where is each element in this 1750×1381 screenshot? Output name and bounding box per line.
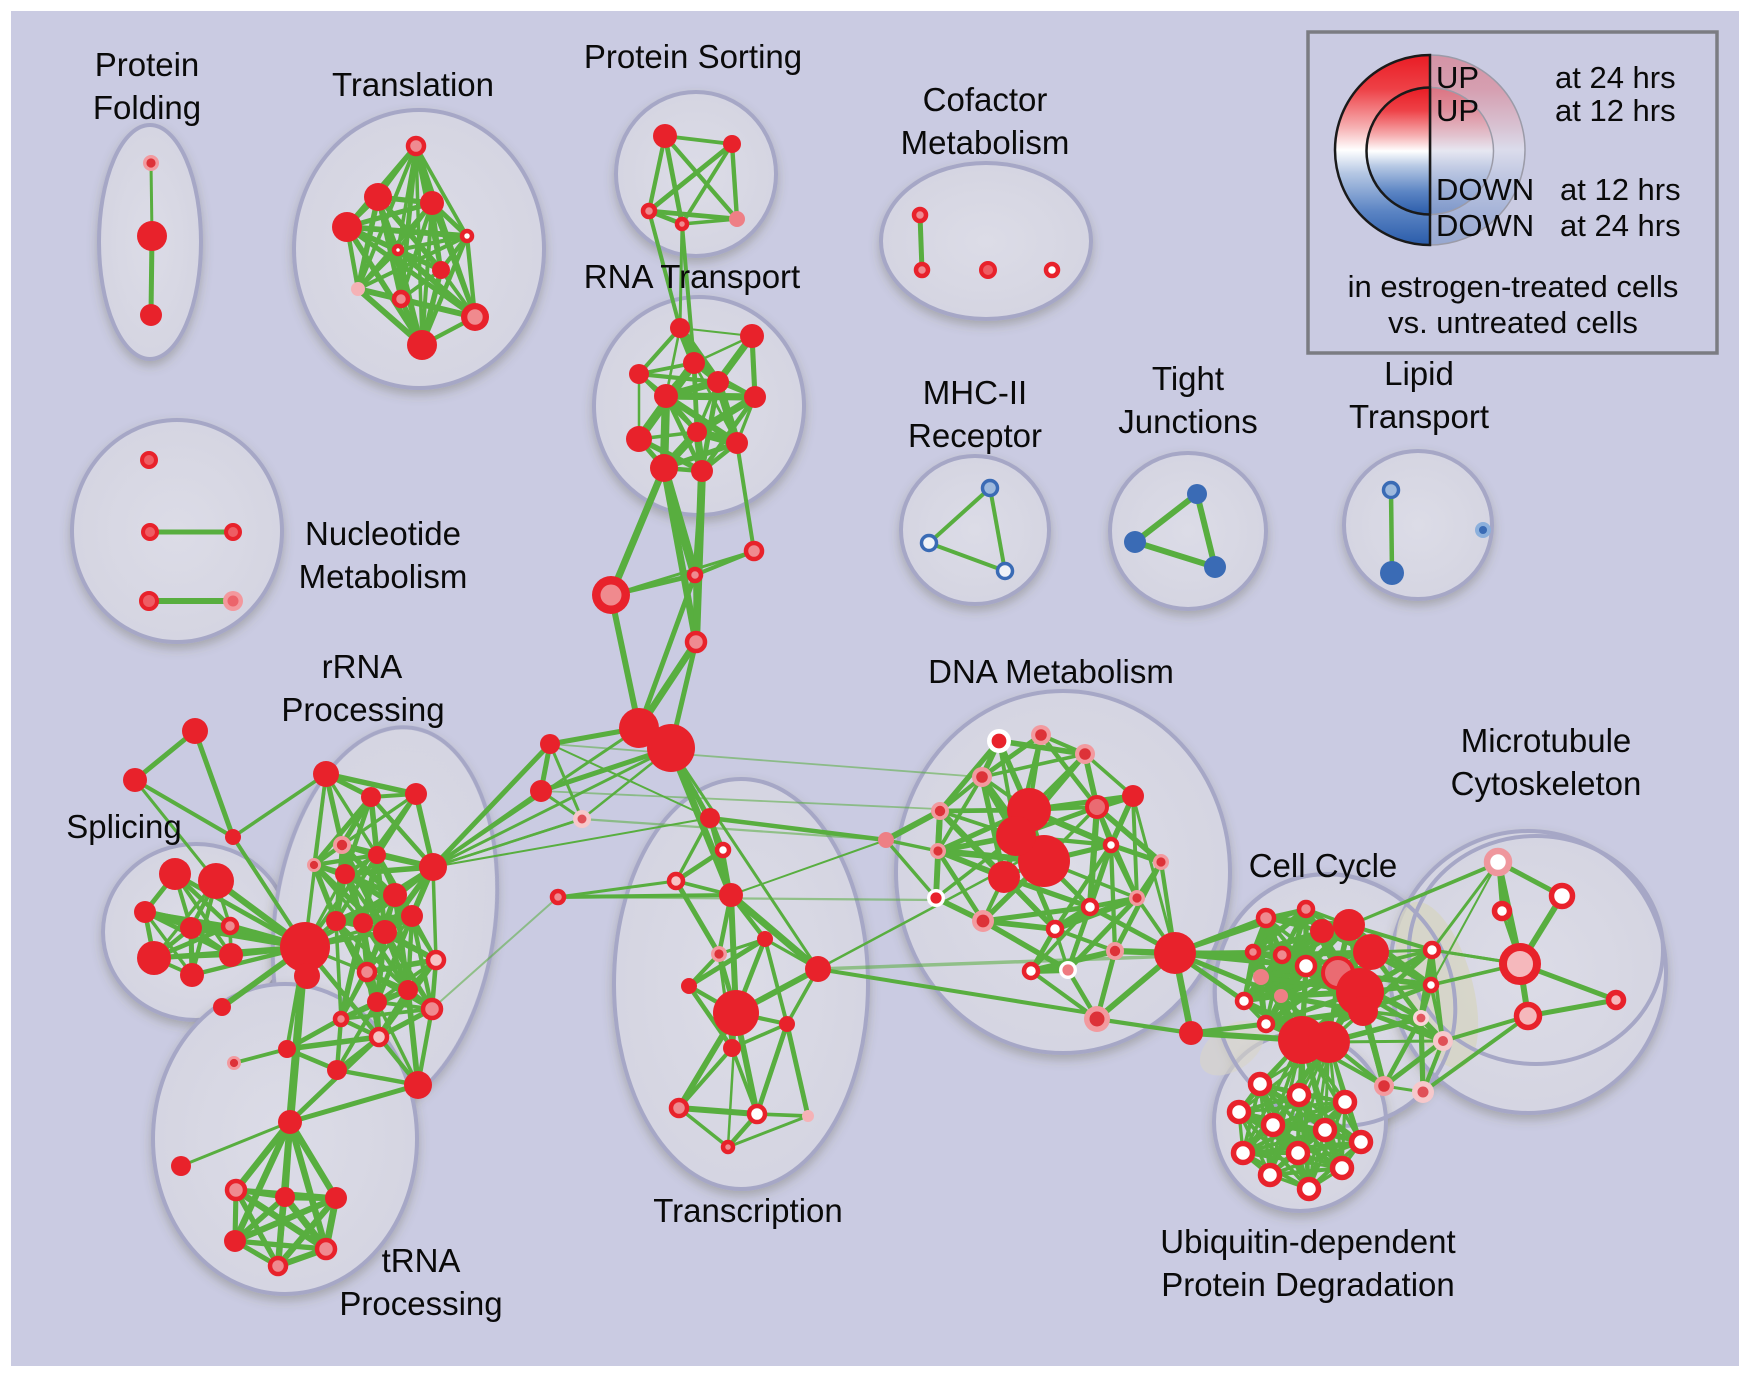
svg-text:at 12 hrs: at 12 hrs [1560, 172, 1681, 207]
svg-text:Microtubule: Microtubule [1461, 722, 1632, 759]
svg-text:Ubiquitin-dependent: Ubiquitin-dependent [1160, 1223, 1455, 1260]
svg-text:Transcription: Transcription [653, 1192, 843, 1229]
svg-text:at 24 hrs: at 24 hrs [1555, 60, 1676, 95]
svg-text:Receptor: Receptor [908, 417, 1042, 454]
svg-text:Folding: Folding [93, 89, 201, 126]
svg-text:Processing: Processing [281, 691, 444, 728]
svg-text:RNA Transport: RNA Transport [584, 258, 800, 295]
svg-text:Processing: Processing [339, 1285, 502, 1322]
svg-text:Nucleotide: Nucleotide [305, 515, 461, 552]
svg-text:Lipid: Lipid [1384, 355, 1454, 392]
svg-text:Metabolism: Metabolism [299, 558, 468, 595]
svg-text:DOWN: DOWN [1436, 208, 1534, 243]
svg-text:DNA Metabolism: DNA Metabolism [928, 653, 1174, 690]
svg-text:Junctions: Junctions [1118, 403, 1257, 440]
svg-text:Cofactor: Cofactor [923, 81, 1048, 118]
svg-text:Cell Cycle: Cell Cycle [1249, 847, 1398, 884]
svg-text:Protein Sorting: Protein Sorting [584, 38, 802, 75]
svg-text:tRNA: tRNA [382, 1242, 461, 1279]
svg-text:at 24 hrs: at 24 hrs [1560, 208, 1681, 243]
svg-text:in estrogen-treated cells: in estrogen-treated cells [1348, 269, 1679, 304]
svg-text:Metabolism: Metabolism [901, 124, 1070, 161]
svg-text:Translation: Translation [332, 66, 494, 103]
svg-text:Cytoskeleton: Cytoskeleton [1451, 765, 1642, 802]
svg-text:Splicing: Splicing [66, 808, 182, 845]
svg-text:Tight: Tight [1152, 360, 1224, 397]
svg-text:Protein: Protein [95, 46, 200, 83]
svg-text:MHC-II: MHC-II [923, 374, 1027, 411]
svg-text:vs. untreated cells: vs. untreated cells [1388, 305, 1638, 340]
svg-text:Protein Degradation: Protein Degradation [1161, 1266, 1455, 1303]
svg-text:Transport: Transport [1349, 398, 1489, 435]
svg-text:DOWN: DOWN [1436, 172, 1534, 207]
svg-text:at 12 hrs: at 12 hrs [1555, 93, 1676, 128]
svg-text:UP: UP [1436, 60, 1479, 95]
svg-text:rRNA: rRNA [322, 648, 403, 685]
svg-text:UP: UP [1436, 93, 1479, 128]
